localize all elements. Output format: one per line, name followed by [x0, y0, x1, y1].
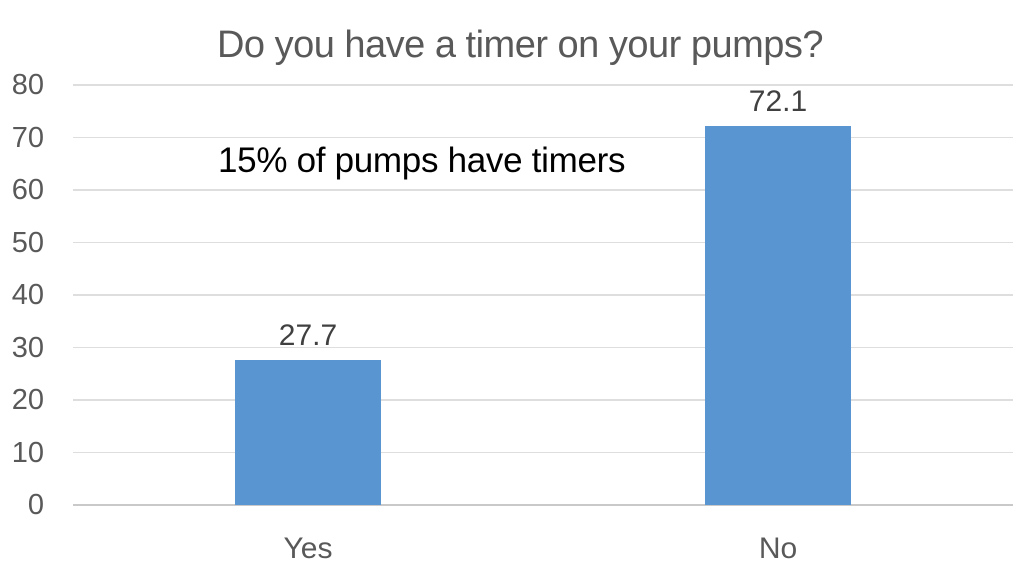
chart-title: Do you have a timer on your pumps?	[216, 24, 824, 66]
gridline	[73, 84, 1013, 86]
gridline	[73, 241, 1013, 243]
y-axis-tick-label: 0	[27, 489, 44, 521]
y-axis-tick-label: 80	[11, 69, 44, 101]
bar-no	[705, 126, 851, 505]
bar-yes	[235, 359, 381, 505]
y-axis-tick-label: 60	[11, 174, 44, 206]
data-label: 27.7	[278, 318, 338, 352]
x-axis-category-label: Yes	[283, 532, 333, 565]
annotation-text: 15% of pumps have timers	[218, 141, 626, 180]
gridline	[73, 346, 1013, 348]
y-axis-tick-label: 50	[11, 226, 44, 259]
x-axis-line	[73, 504, 1013, 506]
x-axis-category-label: No	[758, 532, 798, 565]
gridline	[73, 399, 1013, 401]
gridline	[73, 451, 1013, 453]
data-label: 72.1	[748, 85, 808, 119]
gridline	[73, 189, 1013, 191]
y-axis-tick-label: 20	[11, 384, 44, 416]
y-axis-tick-label: 70	[11, 121, 44, 154]
gridline	[73, 294, 1013, 296]
y-axis-tick-label: 10	[11, 436, 44, 469]
y-axis-tick-label: 40	[11, 279, 44, 311]
gridline	[73, 136, 1013, 138]
y-axis-tick-label: 30	[11, 331, 44, 364]
